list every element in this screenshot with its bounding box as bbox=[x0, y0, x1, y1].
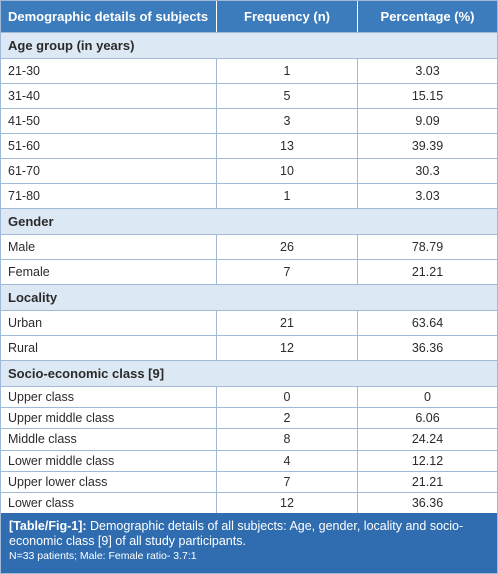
table: Demographic details of subjects Frequency… bbox=[1, 1, 497, 515]
data-cell: 12 bbox=[217, 492, 358, 514]
data-row: 61-70 10 30.3 bbox=[1, 159, 497, 184]
data-row: Upper lower class 7 21.21 bbox=[1, 471, 497, 493]
data-row: Male 26 78.79 bbox=[1, 235, 497, 260]
data-row: 51-60 13 39.39 bbox=[1, 134, 497, 159]
data-cell: Upper lower class bbox=[1, 471, 217, 492]
data-cell: 12 bbox=[217, 336, 358, 360]
data-cell: Rural bbox=[1, 336, 217, 360]
data-cell: 8 bbox=[217, 429, 358, 450]
section-row: Age group (in years) bbox=[1, 33, 497, 59]
data-row: Urban 21 63.64 bbox=[1, 311, 497, 336]
data-cell: 1 bbox=[217, 59, 358, 83]
data-row: Lower middle class 4 12.12 bbox=[1, 450, 497, 472]
section-row: Locality bbox=[1, 285, 497, 311]
data-cell: 15.15 bbox=[411, 89, 444, 103]
data-cell: 21 bbox=[217, 311, 358, 335]
caption-body: [Table/Fig-1]: Demographic details of al… bbox=[9, 519, 489, 549]
data-cell: 63.64 bbox=[411, 316, 444, 330]
caption-note: N=33 patients; Male: Female ratio- 3.7:1 bbox=[9, 550, 197, 562]
data-cell: Upper class bbox=[1, 387, 217, 408]
header-cell: Demographic details of subjects bbox=[1, 1, 217, 32]
data-cell: 0 bbox=[217, 387, 358, 408]
data-cell: 36.36 bbox=[411, 341, 444, 355]
header-cell: Frequency (n) bbox=[217, 1, 358, 32]
data-cell: 2 bbox=[217, 408, 358, 429]
data-cell: 71-80 bbox=[1, 184, 217, 208]
data-cell: 0 bbox=[424, 390, 431, 405]
data-cell: Middle class bbox=[1, 429, 217, 450]
caption: [Table/Fig-1]: Demographic details of al… bbox=[1, 513, 497, 573]
data-cell: 61-70 bbox=[1, 159, 217, 183]
data-row: Upper class 0 0 bbox=[1, 387, 497, 409]
data-row: 21-30 1 3.03 bbox=[1, 59, 497, 84]
data-cell: 3 bbox=[217, 109, 358, 133]
data-cell: 5 bbox=[217, 84, 358, 108]
data-cell: 6.06 bbox=[415, 411, 440, 426]
data-cell: 13 bbox=[217, 134, 358, 158]
data-cell: Urban bbox=[1, 311, 217, 335]
data-cell: 21.21 bbox=[411, 474, 444, 489]
data-cell: 26 bbox=[217, 235, 358, 259]
data-cell: 21.21 bbox=[411, 265, 444, 279]
data-cell: 3.03 bbox=[415, 64, 440, 78]
data-cell: Lower class bbox=[1, 492, 217, 514]
data-row: Upper middle class 2 6.06 bbox=[1, 408, 497, 430]
data-cell: Male bbox=[1, 235, 217, 259]
section-title: Socio-economic class [9] bbox=[8, 366, 165, 381]
data-cell: 4 bbox=[217, 450, 358, 471]
data-cell: 7 bbox=[217, 260, 358, 284]
data-cell: 31-40 bbox=[1, 84, 217, 108]
data-cell: Upper middle class bbox=[1, 408, 217, 429]
header-cell: Percentage (%) bbox=[380, 9, 475, 24]
section-title: Locality bbox=[8, 290, 58, 305]
data-cell: 7 bbox=[217, 471, 358, 492]
caption-label: [Table/Fig-1]: bbox=[9, 519, 87, 533]
data-cell: 39.39 bbox=[411, 139, 444, 153]
section-title: Gender bbox=[8, 214, 54, 229]
data-cell: 10 bbox=[217, 159, 358, 183]
data-cell: 1 bbox=[217, 184, 358, 208]
data-cell: 9.09 bbox=[415, 114, 440, 128]
section-row: Gender bbox=[1, 209, 497, 235]
data-cell: 21-30 bbox=[1, 59, 217, 83]
data-row: Female 7 21.21 bbox=[1, 260, 497, 285]
data-cell: Female bbox=[1, 260, 217, 284]
data-row: Middle class 8 24.24 bbox=[1, 429, 497, 451]
data-row: 71-80 1 3.03 bbox=[1, 184, 497, 209]
data-cell: Lower middle class bbox=[1, 450, 217, 471]
section-title: Age group (in years) bbox=[8, 38, 135, 53]
data-cell: 24.24 bbox=[411, 432, 444, 447]
data-cell: 51-60 bbox=[1, 134, 217, 158]
section-row: Socio-economic class [9] bbox=[1, 361, 497, 387]
data-cell: 3.03 bbox=[415, 189, 440, 203]
data-cell: 41-50 bbox=[1, 109, 217, 133]
data-row: 41-50 3 9.09 bbox=[1, 109, 497, 134]
data-row: 31-40 5 15.15 bbox=[1, 84, 497, 109]
data-cell: 12.12 bbox=[411, 453, 444, 468]
data-cell: 78.79 bbox=[411, 240, 444, 254]
caption-text: Demographic details of all subjects: Age… bbox=[9, 519, 464, 548]
data-row: Rural 12 36.36 bbox=[1, 336, 497, 361]
header-row: Demographic details of subjects Frequency… bbox=[1, 1, 497, 33]
data-cell: 36.36 bbox=[411, 496, 444, 511]
data-row: Lower class 12 36.36 bbox=[1, 492, 497, 515]
data-cell: 30.3 bbox=[415, 164, 440, 178]
